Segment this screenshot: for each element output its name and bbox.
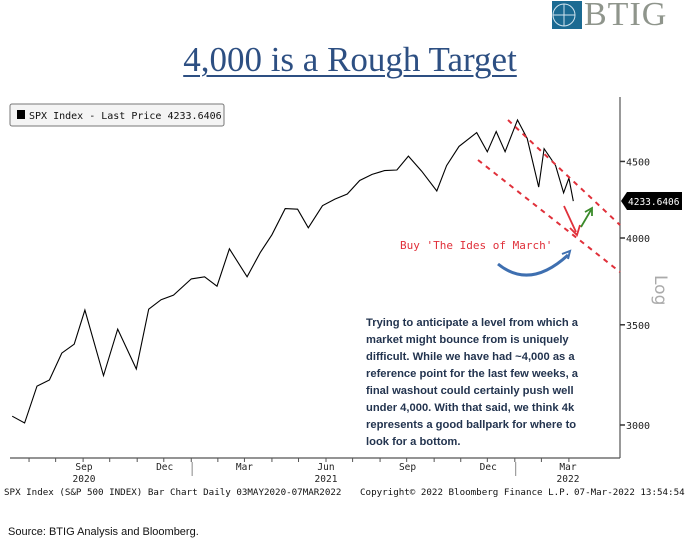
source-note: Source: BTIG Analysis and Bloomberg. [8,526,199,538]
legend: SPX Index - Last Price 4233.6406 [9,103,225,127]
y-tick-label: 4500 [626,157,650,168]
commentary-note: Trying to anticipate a level from which … [366,317,579,448]
last-price-tag: 4233.6406 [621,192,682,210]
y-axis-label: Log [650,275,670,305]
x-tick-label: Sep [75,462,92,473]
curved-arrow-icon [497,249,572,277]
btig-logo: BTIG [552,0,668,33]
x-tick-label: Mar [236,462,253,473]
x-tick-label: Jun [317,462,334,473]
logo-text: BTIG [584,0,668,33]
legend-label: SPX Index - Last Price 4233.6406 [29,111,222,122]
footer-timestamp: 07-Mar-2022 13:54:54 [574,487,685,498]
page-title: 4,000 is a Rough Target [183,40,517,79]
x-year-label: 2021 [315,474,338,485]
x-tick-label: Dec [480,462,497,473]
x-tick-label: Mar [559,462,576,473]
channel-upper-line [507,119,621,226]
x-year-label: 2022 [557,474,580,485]
down-arrow-icon [563,205,581,237]
spx-price-line [11,118,574,424]
y-tick-label: 3000 [626,421,650,432]
ides-of-march-callout: Buy 'The Ides of March' [400,239,552,252]
x-tick-label: Sep [399,462,416,473]
channel-lower-line [477,159,621,273]
logo-globe-icon [552,1,582,29]
x-tick-label: Dec [156,462,173,473]
y-tick-label: 4000 [626,234,650,245]
x-year-label: 2020 [73,474,96,485]
footer-copyright: Copyright© 2022 Bloomberg Finance L.P. [360,487,570,498]
footer-description: SPX Index (S&P 500 INDEX) Bar Chart Dail… [4,487,341,498]
svg-text:4233.6406: 4233.6406 [628,197,680,208]
y-tick-label: 3500 [626,321,650,332]
up-arrow-icon [580,206,593,228]
legend-swatch [17,110,25,119]
